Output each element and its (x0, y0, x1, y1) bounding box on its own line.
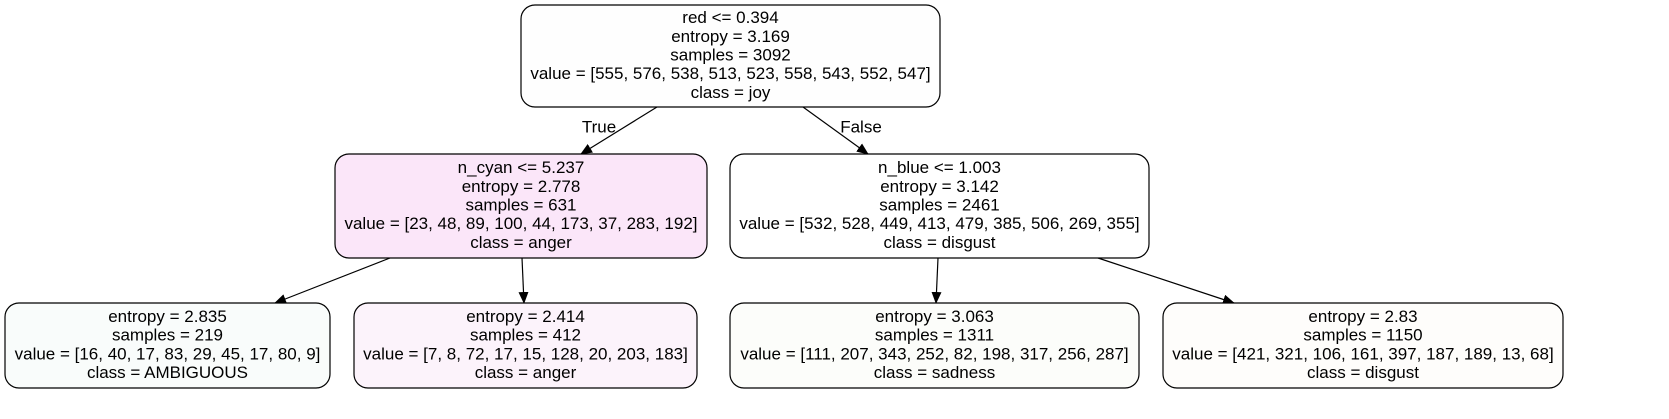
edge-left-to-left-right (518, 257, 529, 304)
edge-root-to-right (802, 106, 869, 155)
node-text-line: n_blue <= 1.003 (878, 158, 1001, 177)
node-box (729, 302, 1140, 389)
edge-right-to-right-left (931, 257, 942, 304)
node-text-line: entropy = 3.142 (880, 177, 999, 196)
node-text-line: class = anger (475, 363, 577, 382)
node-text-line: class = disgust (1307, 363, 1419, 382)
node-text-line: entropy = 2.835 (108, 307, 227, 326)
node-text-line: samples = 1150 (1303, 326, 1422, 345)
node-text-line: class = anger (470, 233, 572, 252)
node-box (729, 153, 1150, 259)
node-box (353, 302, 698, 389)
node-text-line: samples = 412 (470, 326, 581, 345)
node-text-line: value = [421, 321, 106, 161, 397, 187, 1… (1172, 344, 1553, 363)
node-text-line: value = [23, 48, 89, 100, 44, 173, 37, 2… (344, 214, 697, 233)
edge-label-false: False (840, 117, 882, 136)
node-text-line: value = [16, 40, 17, 83, 29, 45, 17, 80,… (15, 344, 321, 363)
node-box (334, 153, 708, 259)
node-text-line: value = [532, 528, 449, 413, 479, 385, 5… (739, 214, 1139, 233)
node-text-line: samples = 2461 (879, 195, 1000, 214)
node-text-line: n_cyan <= 5.237 (458, 158, 585, 177)
node-text-line: samples = 219 (112, 326, 223, 345)
node-text-line: class = sadness (874, 363, 995, 382)
node-text-line: value = [7, 8, 72, 17, 15, 128, 20, 203,… (363, 344, 688, 363)
node-text-line: samples = 631 (465, 195, 576, 214)
node-text-line: samples = 3092 (670, 45, 791, 64)
node-text-line: red <= 0.394 (682, 8, 778, 27)
node-text-line: class = joy (691, 83, 771, 102)
edge-root-to-left (580, 106, 658, 155)
node-text-line: entropy = 3.063 (875, 307, 994, 326)
node-text-line: entropy = 2.414 (466, 307, 585, 326)
node-text-line: entropy = 2.778 (462, 177, 581, 196)
node-text-line: entropy = 3.169 (671, 27, 790, 46)
edge-right-to-right-right (1097, 257, 1235, 305)
node-box (1162, 302, 1564, 389)
node-text-line: value = [111, 207, 343, 252, 82, 198, 31… (740, 344, 1128, 363)
node-text-line: entropy = 2.83 (1308, 307, 1417, 326)
edges-layer: True False (274, 106, 1235, 305)
node-text-line: class = disgust (884, 233, 996, 252)
edge-left-to-left-left (274, 257, 391, 304)
node-box (4, 302, 331, 389)
node-text-line: class = AMBIGUOUS (87, 363, 248, 382)
node-text-line: value = [555, 576, 538, 513, 523, 558, 5… (530, 64, 930, 83)
node-text-line: samples = 1311 (875, 326, 994, 345)
edge-label-true: True (582, 117, 616, 136)
node-box (520, 4, 941, 108)
